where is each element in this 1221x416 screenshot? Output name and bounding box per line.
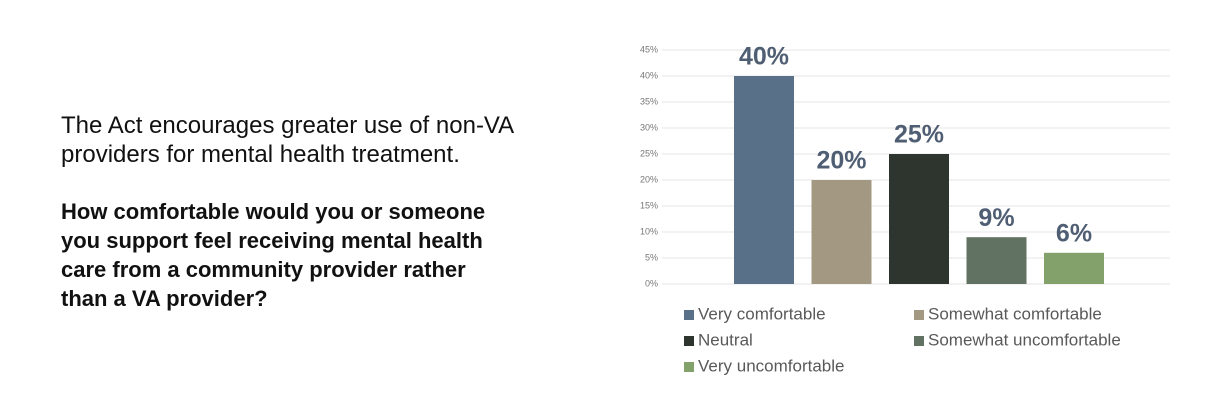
legend-swatch	[684, 362, 694, 372]
bar	[811, 180, 872, 284]
y-tick-label: 15%	[640, 200, 658, 210]
value-label: 9%	[978, 204, 1014, 232]
y-tick-label: 5%	[645, 252, 658, 262]
y-tick-label: 25%	[640, 148, 658, 158]
legend-label: Somewhat comfortable	[928, 304, 1102, 323]
bar	[889, 154, 949, 284]
y-tick-label: 40%	[640, 70, 658, 80]
y-tick-label: 45%	[640, 44, 658, 54]
value-label: 20%	[816, 147, 866, 175]
y-tick-label: 10%	[640, 226, 658, 236]
legend-label: Very comfortable	[698, 304, 826, 323]
question: How comfortable would you or someone you…	[61, 197, 485, 313]
legend-label: Somewhat uncomfortable	[928, 330, 1121, 349]
question-line: than a VA provider?	[61, 286, 268, 311]
legend-swatch	[914, 310, 924, 320]
intro-line: The Act encourages greater use of non-VA	[61, 112, 515, 139]
legend-label: Very uncomfortable	[698, 356, 844, 375]
intro-line: providers for mental health treatment.	[61, 141, 460, 168]
y-tick-label: 30%	[640, 122, 658, 132]
value-label: 40%	[739, 43, 789, 71]
bar	[1044, 252, 1104, 284]
bar	[734, 76, 794, 284]
question-line: care from a community provider rather	[61, 257, 466, 282]
legend-label: Neutral	[698, 330, 753, 349]
question-line: How comfortable would you or someone	[61, 199, 486, 224]
legend-swatch	[684, 310, 694, 320]
y-tick-label: 20%	[640, 174, 658, 184]
intro: The Act encourages greater use of non-VA…	[61, 111, 514, 169]
y-tick-label: 0%	[645, 278, 658, 288]
question-line: you support feel receiving mental health	[61, 228, 483, 253]
legend-swatch	[914, 336, 924, 346]
y-tick-label: 35%	[640, 96, 658, 106]
value-label: 6%	[1056, 219, 1092, 247]
legend-swatch	[684, 336, 694, 346]
value-label: 25%	[894, 121, 944, 149]
bar	[966, 237, 1027, 284]
